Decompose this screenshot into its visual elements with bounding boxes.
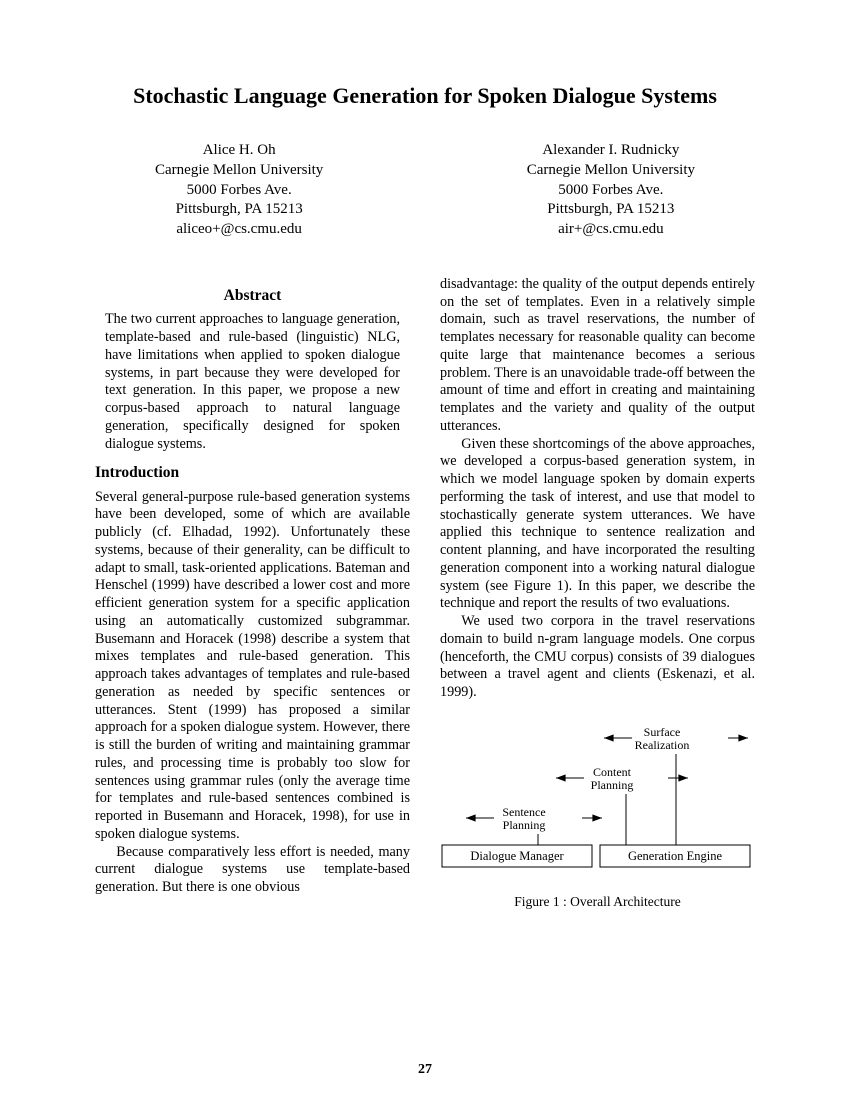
- author-addr2: Pittsburgh, PA 15213: [155, 200, 323, 220]
- author-1: Alice H. Oh Carnegie Mellon University 5…: [155, 141, 323, 240]
- svg-text:ContentPlanning: ContentPlanning: [591, 765, 634, 792]
- abstract-heading: Abstract: [95, 286, 410, 305]
- author-addr1: 5000 Forbes Ave.: [527, 181, 695, 201]
- intro-p1: Several general-purpose rule-based gener…: [95, 489, 410, 844]
- intro-p4: Given these shortcomings of the above ap…: [440, 436, 755, 614]
- author-addr1: 5000 Forbes Ave.: [155, 181, 323, 201]
- authors-block: Alice H. Oh Carnegie Mellon University 5…: [95, 141, 755, 240]
- author-2: Alexander I. Rudnicky Carnegie Mellon Un…: [527, 141, 695, 240]
- svg-text:SentencePlanning: SentencePlanning: [502, 805, 545, 832]
- abstract-body: The two current approaches to language g…: [95, 311, 410, 453]
- author-addr2: Pittsburgh, PA 15213: [527, 200, 695, 220]
- author-name: Alexander I. Rudnicky: [527, 141, 695, 161]
- author-email: air+@cs.cmu.edu: [527, 220, 695, 240]
- paper-title: Stochastic Language Generation for Spoke…: [95, 83, 755, 109]
- intro-p2: Because comparatively less effort is nee…: [95, 844, 410, 897]
- body-columns: Abstract The two current approaches to l…: [95, 276, 755, 911]
- figure-1: SurfaceRealizationContentPlanning Sentenc…: [440, 718, 755, 911]
- section-heading-intro: Introduction: [95, 463, 410, 482]
- intro-p3: disadvantage: the quality of the output …: [440, 276, 755, 436]
- svg-text:SurfaceRealization: SurfaceRealization: [635, 725, 690, 752]
- svg-text:Generation Engine: Generation Engine: [628, 849, 723, 863]
- author-affil: Carnegie Mellon University: [527, 161, 695, 181]
- intro-p5: We used two corpora in the travel reserv…: [440, 613, 755, 702]
- author-email: aliceo+@cs.cmu.edu: [155, 220, 323, 240]
- figure-1-svg: SurfaceRealizationContentPlanning Sentenc…: [440, 718, 752, 878]
- figure-1-caption: Figure 1 : Overall Architecture: [440, 894, 755, 911]
- author-name: Alice H. Oh: [155, 141, 323, 161]
- svg-text:Dialogue Manager: Dialogue Manager: [470, 849, 564, 863]
- author-affil: Carnegie Mellon University: [155, 161, 323, 181]
- page-number: 27: [0, 1062, 850, 1078]
- page: Stochastic Language Generation for Spoke…: [0, 0, 850, 1100]
